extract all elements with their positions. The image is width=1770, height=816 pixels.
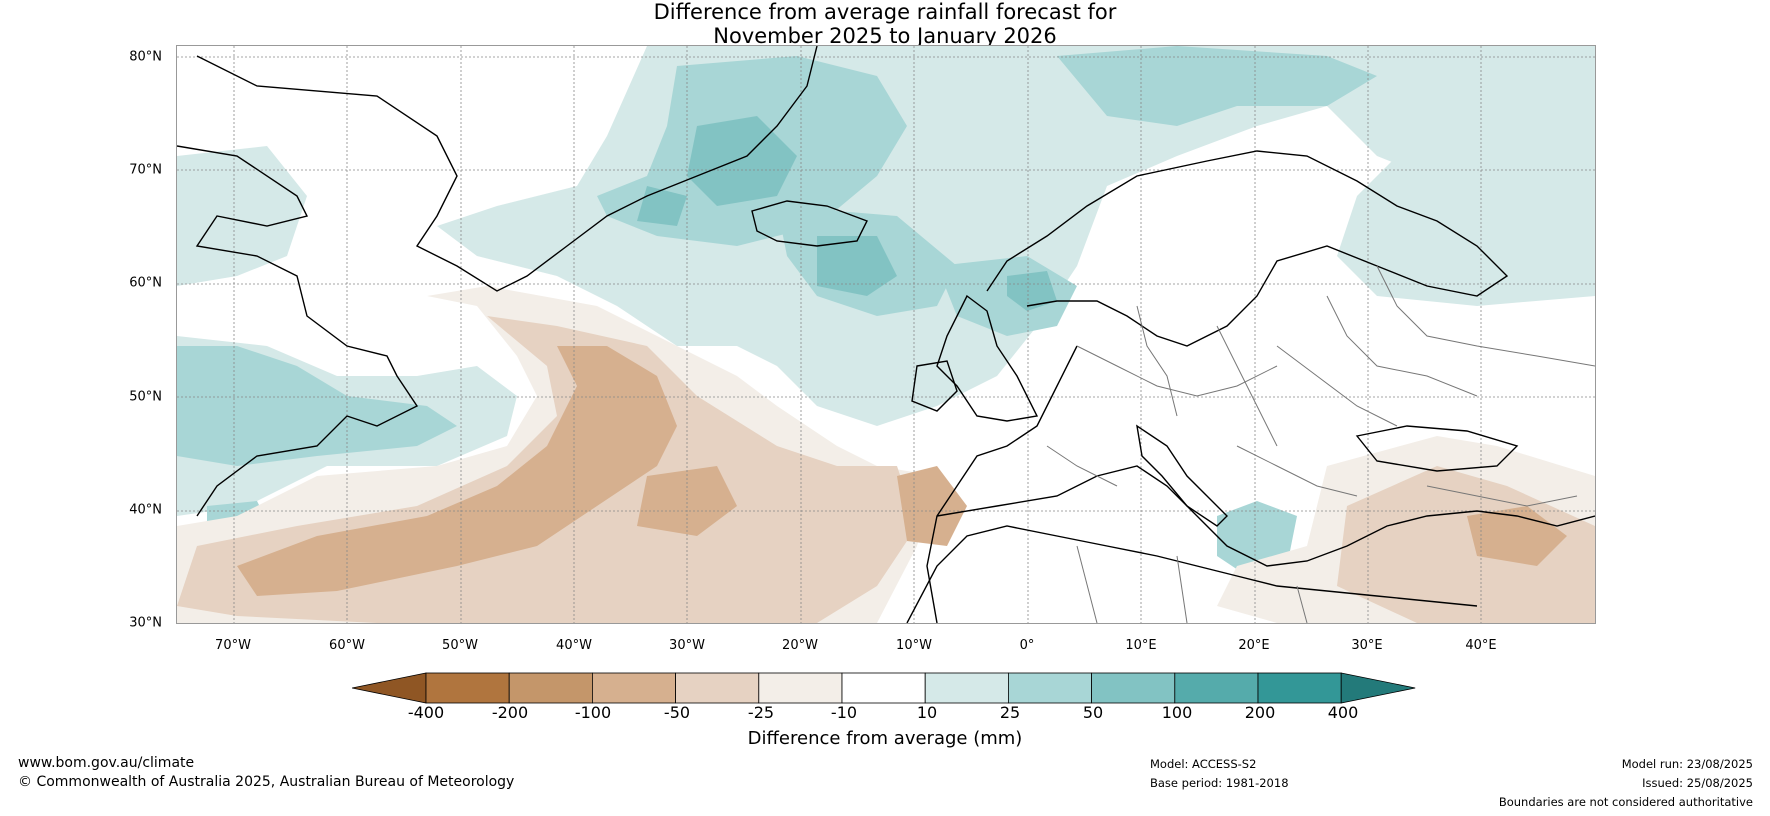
colorbar — [352, 672, 1416, 704]
title-line-2: November 2025 to January 2026 — [713, 24, 1057, 48]
colorbar-tick-7: 25 — [999, 703, 1021, 722]
lon-label-60w: 60°W — [329, 638, 365, 653]
colorbar-segment — [675, 672, 760, 704]
map-title: Difference from average rainfall forecas… — [0, 0, 1770, 48]
colorbar-tick-5: -10 — [830, 703, 858, 722]
lon-label-30e: 30°E — [1351, 638, 1383, 653]
lon-label-40e: 40°E — [1465, 638, 1497, 653]
lat-label-80n: 80°N — [129, 49, 162, 65]
colorbar-tick-9: 100 — [1161, 703, 1193, 722]
footer-issued: Issued: 25/08/2025 — [1642, 776, 1753, 790]
wet-anomaly-regions — [177, 46, 1595, 576]
coastline-north-africa — [906, 525, 1478, 623]
coastline-italy — [1136, 424, 1228, 527]
footer-model-run: Model run: 23/08/2025 — [1621, 757, 1753, 771]
coastline-black-sea — [1355, 425, 1519, 472]
lon-label-30w: 30°W — [669, 638, 705, 653]
lon-label-10w: 10°W — [896, 638, 932, 653]
footer-disclaimer: Boundaries are not considered authoritat… — [1498, 795, 1753, 809]
coastline-scandinavia — [986, 150, 1509, 347]
coastline-iceland — [751, 200, 868, 247]
lon-label-20e: 20°E — [1238, 638, 1270, 653]
colorbar-tick-1: -200 — [491, 703, 529, 722]
colorbar-tick-11: 400 — [1327, 703, 1359, 722]
colorbar-segment — [508, 672, 593, 704]
colorbar-segment — [1257, 672, 1342, 704]
country-borders — [1046, 265, 1595, 623]
lat-label-40n: 40°N — [129, 502, 162, 518]
colorbar-tick-4: -25 — [747, 703, 775, 722]
coastline-britain — [936, 294, 1039, 422]
colorbar-tick-10: 200 — [1244, 703, 1276, 722]
dry-anomaly-regions — [177, 286, 1595, 623]
lon-label-0: 0° — [1019, 638, 1035, 653]
coastline-western-europe — [926, 345, 1078, 623]
footer-website: www.bom.gov.au/climate — [18, 755, 195, 771]
colorbar-tick-3: -50 — [663, 703, 691, 722]
lat-label-70n: 70°N — [129, 162, 162, 178]
colorbar-extend-low — [352, 672, 427, 704]
colorbar-segment — [924, 672, 1009, 704]
lat-label-30n: 30°N — [129, 615, 162, 631]
coastline-mediterranean — [936, 465, 1595, 567]
colorbar-label: Difference from average (mm) — [747, 728, 1023, 749]
colorbar-segment — [1091, 672, 1176, 704]
footer-base-period: Base period: 1981-2018 — [1150, 776, 1289, 790]
colorbar-tick-0: -400 — [407, 703, 445, 722]
colorbar-segment — [591, 672, 676, 704]
colorbar-segment — [425, 672, 510, 704]
lat-label-50n: 50°N — [129, 389, 162, 405]
footer-model: Model: ACCESS-S2 — [1150, 757, 1257, 771]
colorbar-segment — [841, 672, 926, 704]
rainfall-map — [176, 45, 1596, 624]
coastline-ireland — [911, 360, 958, 412]
lon-label-20w: 20°W — [782, 638, 818, 653]
colorbar-extend-high — [1340, 672, 1416, 704]
coastlines — [177, 46, 1595, 623]
colorbar-tick-8: 50 — [1082, 703, 1104, 722]
coastline-greenland — [196, 46, 818, 292]
colorbar-tick-2: -100 — [574, 703, 612, 722]
lon-label-40w: 40°W — [556, 638, 592, 653]
colorbar-segment — [1174, 672, 1259, 704]
title-line-1: Difference from average rainfall forecas… — [653, 0, 1117, 24]
lon-label-70w: 70°W — [215, 638, 251, 653]
colorbar-segment — [758, 672, 843, 704]
colorbar-tick-6: 10 — [916, 703, 938, 722]
footer-copyright: © Commonwealth of Australia 2025, Austra… — [18, 774, 515, 790]
colorbar-segment — [1008, 672, 1093, 704]
coastline-canada — [177, 145, 419, 517]
lon-label-10e: 10°E — [1125, 638, 1157, 653]
graticule — [177, 46, 1595, 623]
lat-label-60n: 60°N — [129, 275, 162, 291]
lon-label-50w: 50°W — [442, 638, 478, 653]
